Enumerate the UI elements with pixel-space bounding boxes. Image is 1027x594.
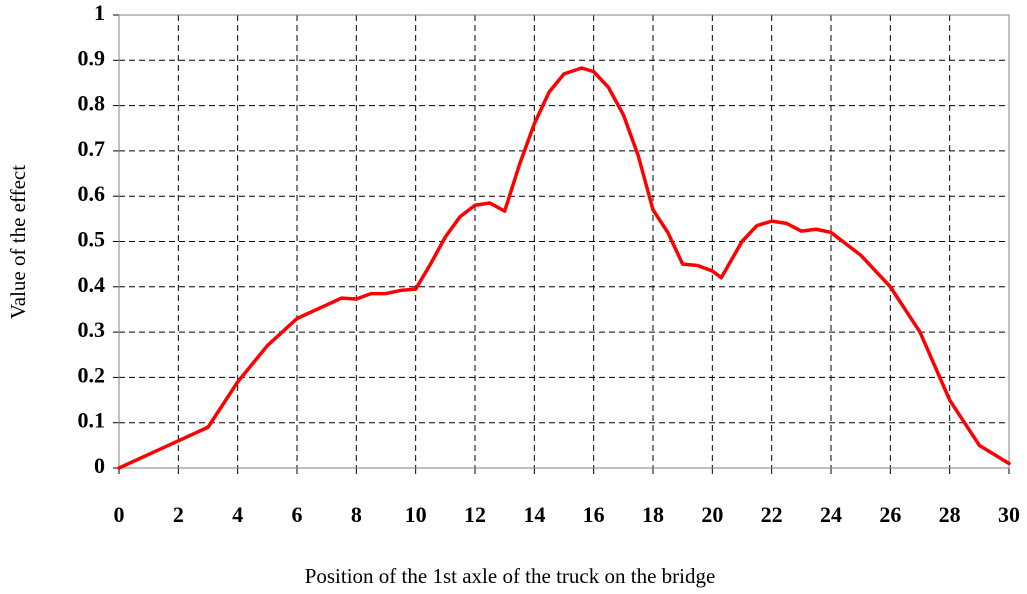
y-tick-label: 0.4	[78, 272, 106, 297]
x-tick-label: 14	[523, 502, 545, 527]
x-tick-label: 12	[464, 502, 486, 527]
x-tick-label: 16	[583, 502, 605, 527]
x-tick-label: 10	[405, 502, 427, 527]
x-tick-label: 30	[998, 502, 1020, 527]
x-tick-label: 24	[820, 502, 842, 527]
y-tick-label: 0.3	[78, 317, 106, 342]
x-tick-label: 2	[173, 502, 184, 527]
x-tick-label: 20	[701, 502, 723, 527]
x-tick-label: 26	[879, 502, 901, 527]
y-tick-label: 0	[94, 453, 105, 478]
x-tick-label: 6	[292, 502, 303, 527]
x-tick-label: 8	[351, 502, 362, 527]
plot-frame	[118, 14, 1010, 469]
y-tick-label: 1	[94, 0, 105, 25]
x-tick-label: 4	[232, 502, 243, 527]
x-axis-title: Position of the 1st axle of the truck on…	[305, 564, 716, 588]
x-tick-label: 0	[114, 502, 125, 527]
y-tick-label: 0.7	[78, 136, 106, 161]
y-tick-label: 0.8	[78, 91, 106, 116]
y-tick-label: 0.1	[78, 408, 106, 433]
y-tick-label: 0.6	[78, 181, 106, 206]
data-line	[117, 66, 1011, 470]
y-tick-label: 0.9	[78, 45, 106, 70]
y-tick-label: 0.5	[78, 227, 106, 252]
x-tick-label: 28	[939, 502, 961, 527]
x-tick-label: 22	[761, 502, 783, 527]
y-axis-title: Value of the effect	[6, 165, 30, 319]
x-tick-label: 18	[642, 502, 664, 527]
y-tick-label: 0.2	[78, 362, 106, 387]
